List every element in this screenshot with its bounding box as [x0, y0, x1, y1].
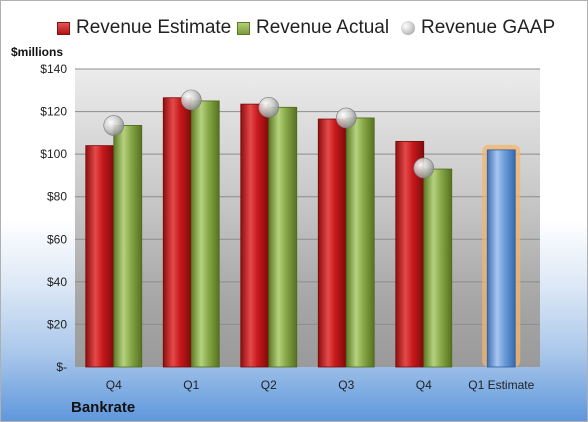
gridlines [75, 68, 540, 325]
marker-revenue-gaap [413, 157, 435, 179]
x-tick-label: Q3 [338, 378, 354, 392]
bar-revenue-actual [268, 106, 298, 368]
legend-marker-gaap [401, 21, 415, 35]
y-tick-label: $60 [47, 232, 67, 246]
legend-label-gaap: Revenue GAAP [421, 17, 556, 38]
marker-revenue-gaap [103, 115, 125, 136]
bar-revenue-actual [190, 100, 220, 368]
y-tick-label: $80 [47, 190, 67, 204]
y-tick-label: $100 [40, 147, 67, 161]
bar-revenue-actual [423, 168, 453, 368]
y-tick-label: $120 [40, 105, 67, 119]
y-tick-label: $- [56, 360, 67, 374]
bar-revenue-actual [345, 117, 375, 368]
x-tick-label: Q4 [416, 378, 432, 392]
marker-revenue-gaap [180, 89, 202, 111]
y-tick-label: $40 [47, 275, 67, 289]
x-tick-label: Q2 [261, 378, 277, 392]
y-axis-tick-labels: $- $20 $40 $60 $80 $100 $120 $140 [40, 62, 67, 374]
marker-revenue-gaap [258, 97, 280, 118]
gaap-markers [103, 89, 435, 179]
legend-swatch-actual [237, 21, 250, 35]
plot-area [75, 69, 540, 367]
legend-item-gaap: Revenue GAAP [401, 15, 555, 41]
x-tick-label: Q4 [106, 378, 122, 392]
bar-revenue-estimate [317, 118, 347, 368]
legend: Revenue Estimate Revenue Actual Revenue … [1, 15, 587, 41]
y-tick-label: $20 [47, 317, 67, 331]
x-axis-tick-labels: Q4 Q1 Q2 Q3 Q4 Q1 Estimate [106, 378, 535, 392]
legend-item-estimate: Revenue Estimate [57, 15, 231, 41]
bar-revenue-estimate [395, 140, 425, 368]
legend-label-actual: Revenue Actual [256, 17, 390, 38]
bar-revenue-estimate [85, 145, 115, 368]
y-axis-unit-label: $millions [11, 45, 64, 59]
company-name: Bankrate [71, 399, 136, 416]
legend-label-estimate: Revenue Estimate [76, 17, 232, 38]
bar-revenue-forecast [486, 149, 516, 368]
legend-swatch-estimate [57, 21, 70, 35]
marker-revenue-gaap [335, 107, 357, 129]
bar-revenue-estimate [240, 103, 270, 368]
bar-revenue-estimate [162, 97, 192, 368]
legend-item-actual: Revenue Actual [237, 15, 389, 41]
y-tick-label: $140 [40, 62, 67, 76]
bar-revenue-actual [113, 125, 143, 368]
x-tick-label: Q1 Estimate [468, 378, 534, 392]
x-tick-label: Q1 [183, 378, 199, 392]
bars [85, 97, 521, 368]
